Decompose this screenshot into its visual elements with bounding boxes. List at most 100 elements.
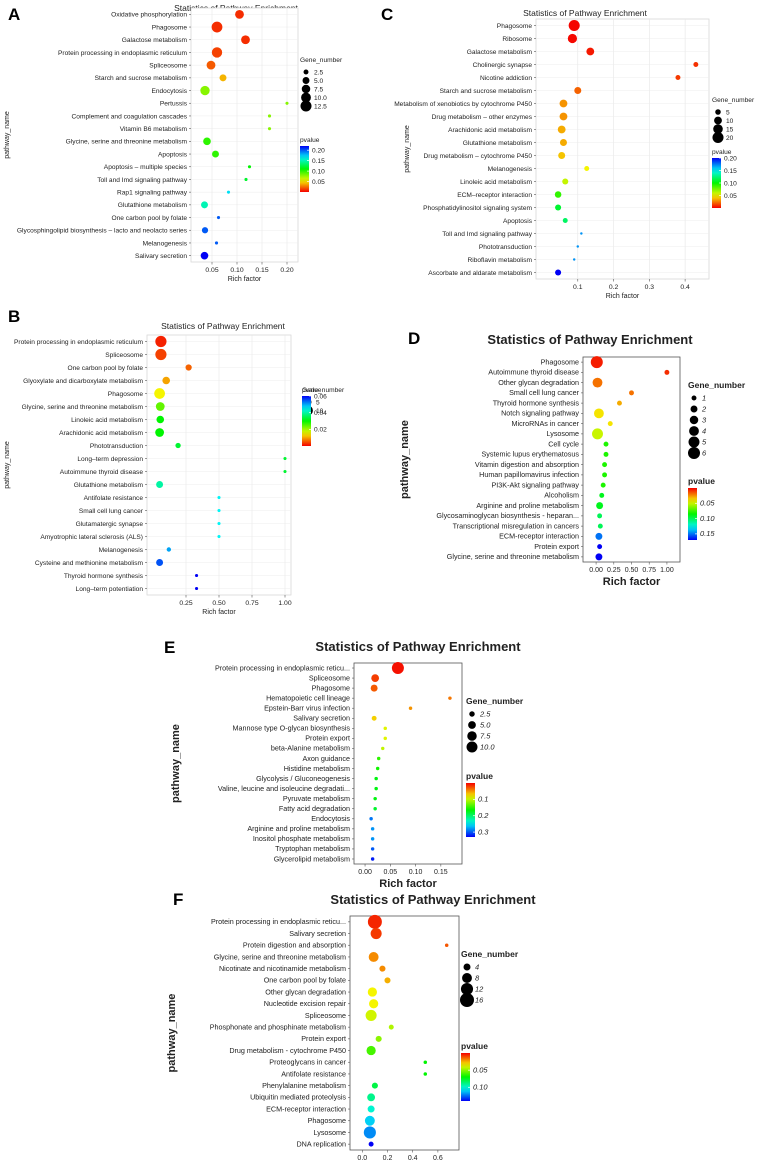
size-legend-dot — [713, 124, 723, 134]
data-point — [596, 502, 604, 510]
chart-title: Statistics of Pathway Enrichment — [161, 321, 285, 331]
data-point — [155, 335, 167, 348]
y-tick-label: Arachidonic acid metabolism — [448, 127, 532, 134]
plot-area — [535, 18, 710, 280]
y-tick-label: Thyroid hormone synthesis — [493, 398, 580, 407]
data-point — [156, 559, 164, 566]
y-tick-label: Linoleic acid metabolism — [460, 179, 532, 186]
x-tick-label: 0.3 — [645, 284, 655, 291]
y-tick-label: Galactose metabolism — [467, 49, 533, 56]
y-tick-label: Nucleotide excision repair — [264, 999, 347, 1008]
x-axis-label: Rich factor — [202, 609, 236, 616]
data-point — [603, 451, 609, 457]
y-tick-label: ECM–receptor interaction — [457, 192, 532, 199]
color-legend-title: pvalue — [461, 1041, 488, 1051]
size-legend-label: 10.0 — [480, 743, 495, 752]
data-point — [195, 586, 199, 591]
data-point — [576, 245, 580, 248]
data-point — [602, 472, 608, 478]
y-tick-label: Phagosome — [308, 1116, 346, 1125]
color-bar — [712, 158, 721, 208]
panel-a: AStatistics of Pathway EnrichmentOxidati… — [4, 3, 343, 283]
y-tick-label: Spliceosome — [305, 1011, 346, 1020]
data-point — [375, 1035, 382, 1042]
data-point — [373, 806, 377, 811]
data-point — [241, 35, 250, 45]
data-point — [367, 1105, 375, 1113]
x-tick-label: 0.75 — [642, 567, 656, 574]
data-point — [367, 914, 382, 929]
data-point — [572, 258, 576, 261]
panel-label: D — [408, 329, 420, 348]
data-point — [381, 746, 385, 751]
data-point — [574, 87, 582, 94]
data-point — [664, 369, 670, 375]
color-bar-label: 0.05 — [473, 1065, 488, 1074]
color-bar-label: 0.05 — [724, 193, 737, 200]
size-legend-title: Gene_number — [466, 696, 524, 706]
y-tick-label: Protein processing in endoplasmic reticu… — [58, 50, 188, 57]
x-tick-label: 0.2 — [609, 284, 619, 291]
data-point — [216, 215, 221, 220]
y-tick-label: Ascorbate and aldarate metabolism — [428, 270, 532, 277]
y-tick-label: Glyoxylate and dicarboxylate metabolism — [23, 378, 143, 385]
data-point — [211, 47, 223, 58]
color-legend-title: pvalue — [302, 387, 322, 394]
size-legend-label: 5.0 — [314, 78, 323, 85]
data-point — [558, 152, 566, 159]
data-point — [155, 402, 165, 411]
data-point — [370, 837, 375, 841]
size-legend-dot — [462, 973, 472, 983]
data-point — [247, 165, 252, 169]
y-tick-label: Apoptosis — [503, 218, 533, 225]
y-tick-label: Apoptosis — [158, 151, 188, 158]
data-point — [201, 227, 209, 234]
y-tick-label: Salivary secretion — [293, 714, 350, 723]
data-point — [592, 377, 603, 388]
y-tick-label: Protein processing in endoplasmic reticu… — [211, 917, 346, 926]
data-point — [370, 684, 378, 692]
y-tick-label: DNA replication — [296, 1139, 346, 1148]
y-tick-label: Starch and sucrose metabolism — [95, 75, 188, 82]
x-tick-label: 0.50 — [625, 567, 639, 574]
data-point — [195, 573, 199, 578]
data-point — [600, 482, 606, 488]
data-point — [201, 201, 208, 209]
x-tick-label: 0.15 — [255, 267, 268, 274]
size-legend-label: 5 — [316, 400, 320, 407]
color-bar-label: 0.04 — [314, 410, 327, 417]
y-axis-label: pathway_name — [166, 994, 178, 1073]
data-point — [448, 696, 452, 700]
y-tick-label: Oxidative phosphorylation — [111, 12, 187, 19]
y-tick-label: Drug metabolism – cytochrome P450 — [424, 153, 533, 160]
data-point — [423, 1072, 428, 1076]
color-bar-label: 0.15 — [312, 158, 325, 165]
color-legend-title: pvalue — [300, 137, 320, 144]
data-point — [603, 441, 609, 447]
y-tick-label: Glutathione metabolism — [118, 202, 188, 209]
color-bar-label: 0.15 — [724, 168, 737, 175]
size-legend-label: 12 — [475, 985, 484, 994]
color-bar-label: 0.15 — [700, 529, 715, 538]
plot-area — [190, 7, 299, 263]
y-tick-label: Long–term depression — [77, 456, 143, 463]
x-tick-label: 0.4 — [680, 284, 690, 291]
data-point — [283, 456, 287, 461]
x-tick-label: 0.2 — [383, 1155, 393, 1162]
size-legend-label: 7.5 — [480, 732, 491, 741]
y-tick-label: Glutathione metabolism — [463, 140, 533, 147]
data-point — [214, 241, 219, 245]
y-tick-label: Protein digestion and absorption — [243, 941, 346, 950]
y-tick-label: Nicotine addiction — [480, 75, 532, 82]
size-legend-dot — [466, 741, 478, 753]
data-point — [162, 376, 170, 385]
data-point — [557, 125, 566, 134]
data-point — [379, 965, 386, 972]
data-point — [217, 521, 221, 526]
size-legend-label: 5 — [726, 110, 730, 117]
x-tick-label: 1.00 — [278, 600, 291, 607]
data-point — [156, 415, 165, 424]
data-point — [363, 1126, 376, 1139]
data-point — [212, 150, 219, 158]
size-legend-label: 6 — [702, 449, 707, 458]
